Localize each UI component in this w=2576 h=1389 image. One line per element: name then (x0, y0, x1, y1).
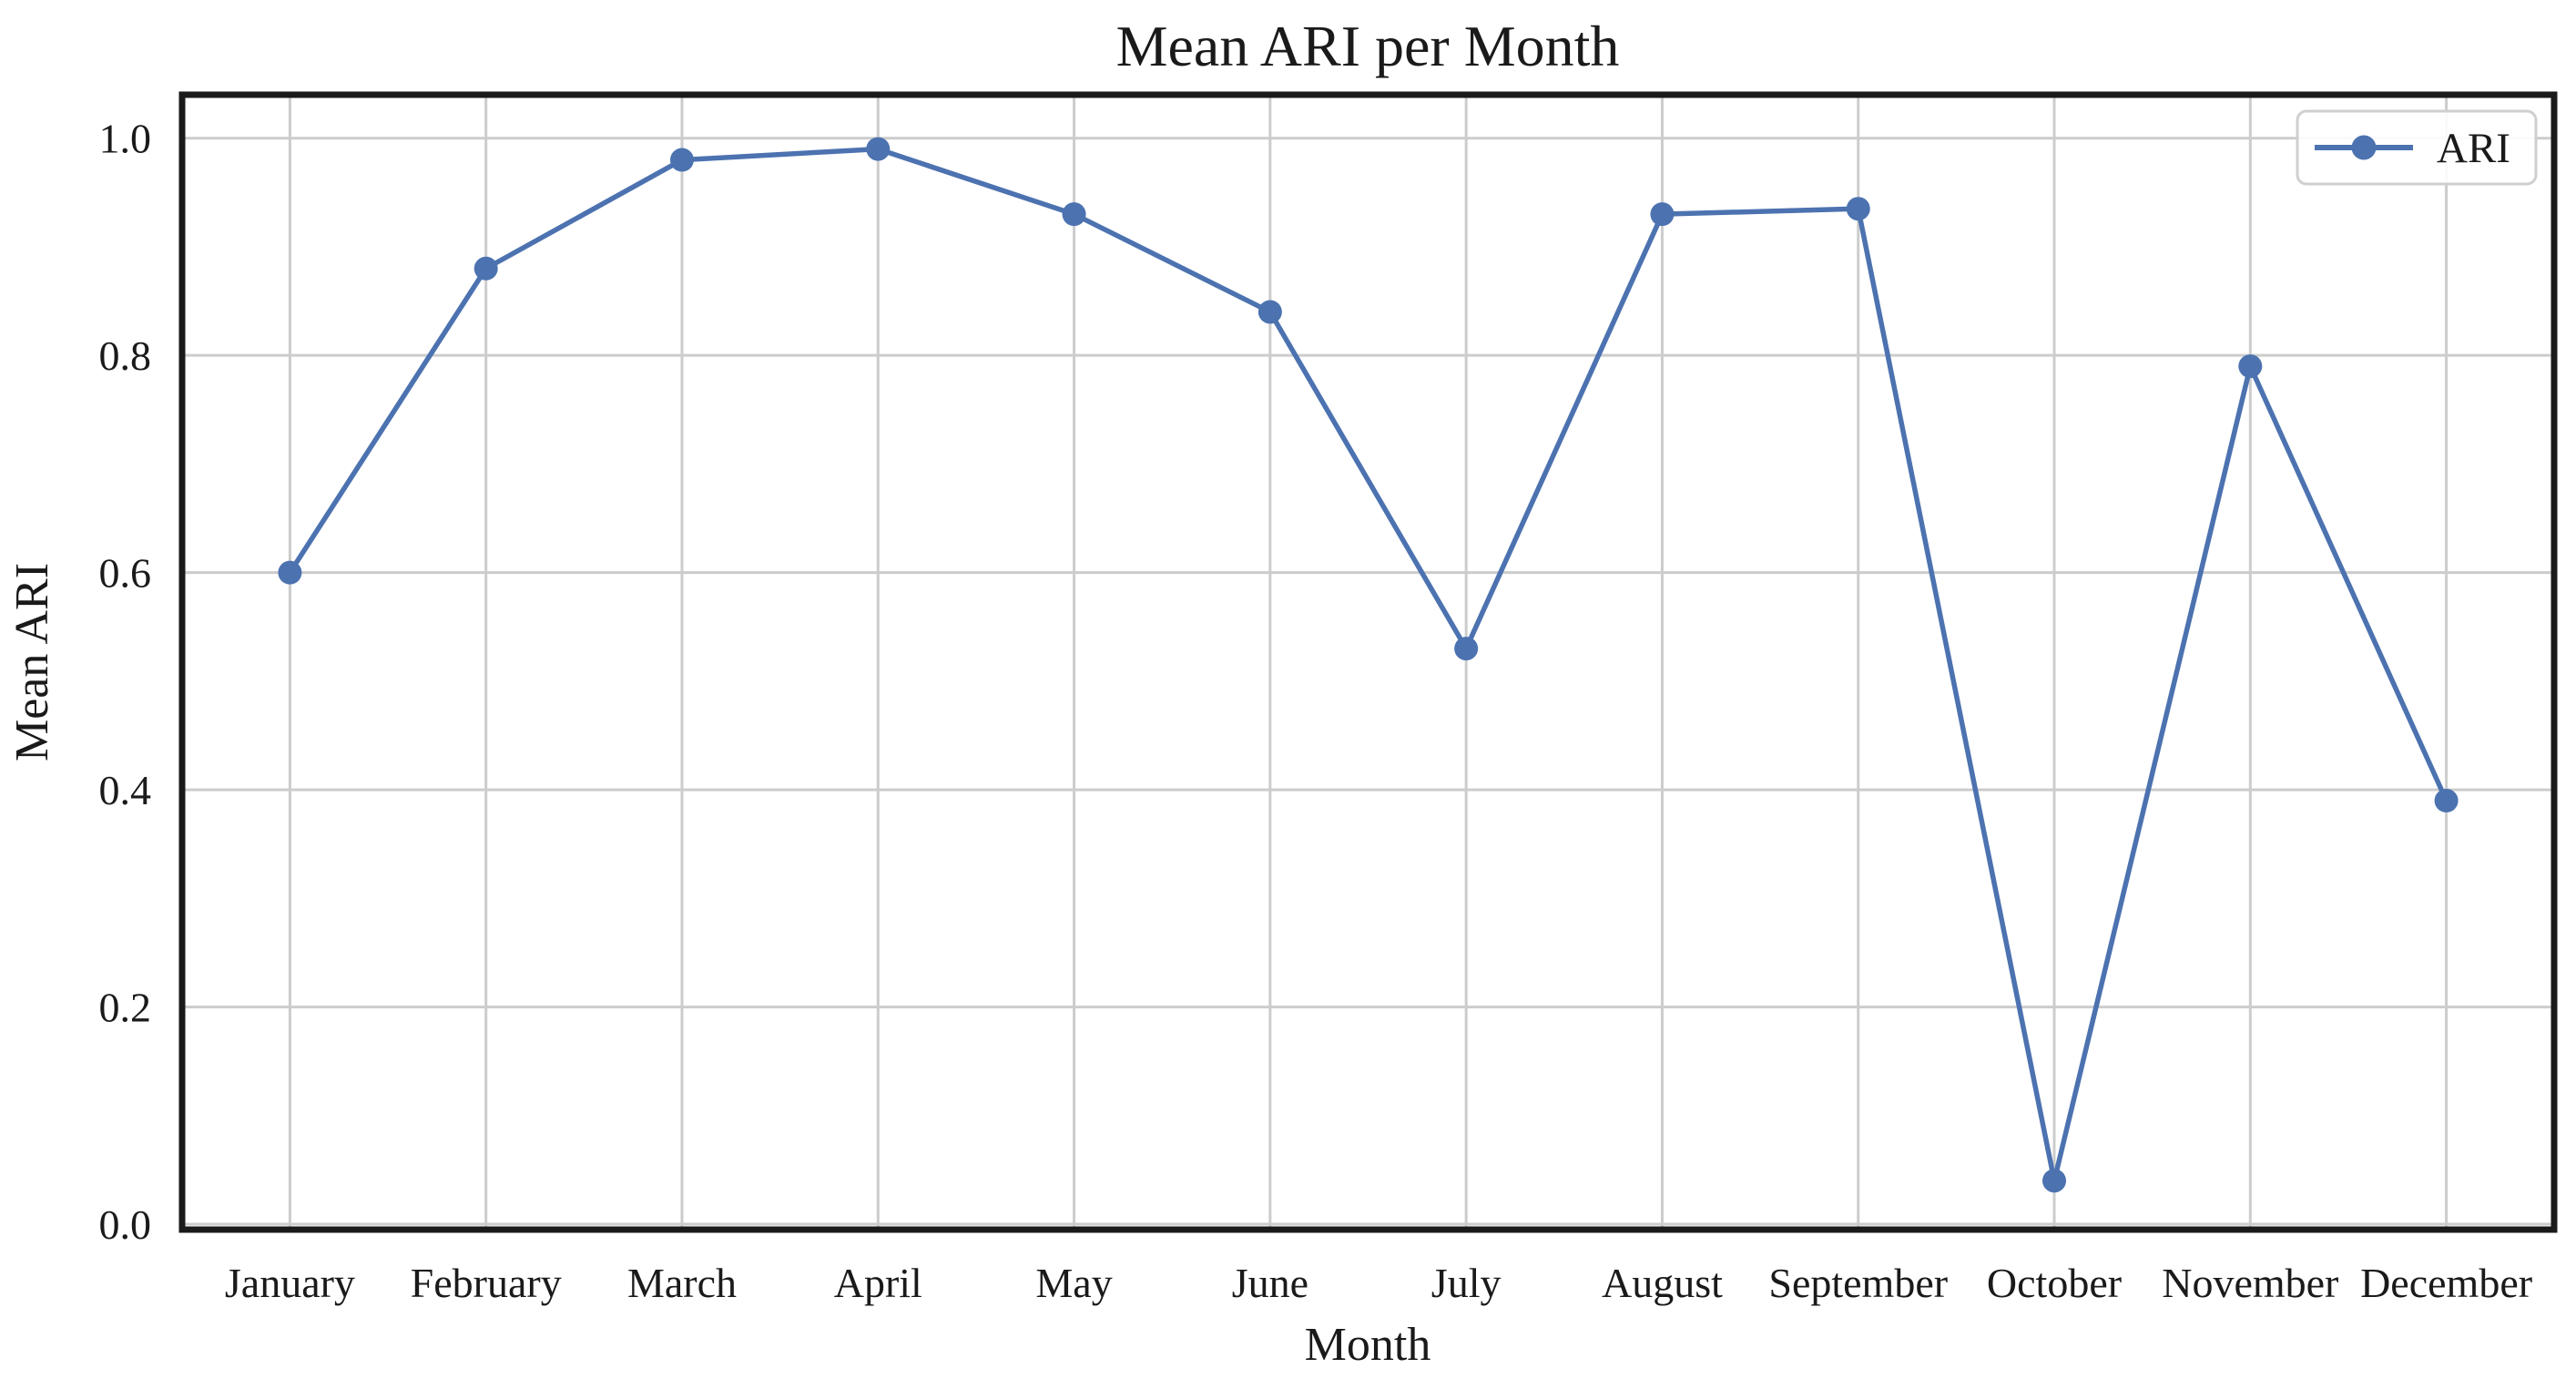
data-point-marker-august (1650, 202, 1675, 227)
data-point-marker-february (473, 256, 498, 281)
legend-marker-icon (2351, 135, 2377, 160)
y-tick-label: 0.0 (99, 1201, 152, 1248)
x-tick-label: April (834, 1260, 922, 1306)
tick-labels: 0.0 0.2 0.4 0.6 0.8 1.0 January February March Ap… (99, 116, 2533, 1306)
data-point-marker-september (1846, 197, 1870, 221)
gridlines (182, 95, 2554, 1230)
x-tick-label: July (1431, 1260, 1502, 1306)
ari-series (278, 137, 2459, 1193)
y-axis-label: Mean ARI (6, 563, 58, 761)
x-tick-label: June (1232, 1260, 1308, 1306)
data-point-marker-may (1062, 202, 1086, 227)
legend: ARI (2296, 109, 2538, 186)
x-tick-label: December (2360, 1260, 2532, 1306)
chart-title: Mean ARI per Month (1116, 14, 1620, 78)
series-line-ari (287, 146, 2449, 1184)
x-tick-label: November (2162, 1260, 2338, 1306)
x-tick-label: September (1768, 1260, 1948, 1306)
data-point-marker-december (2434, 789, 2459, 813)
legend-entry-label: ARI (2437, 125, 2510, 172)
data-point-marker-april (866, 137, 891, 161)
x-tick-label: October (1987, 1260, 2122, 1306)
x-tick-label: January (225, 1260, 355, 1306)
y-tick-label: 0.8 (99, 332, 152, 379)
data-point-marker-october (2042, 1169, 2067, 1193)
legend-box (2296, 109, 2538, 186)
data-point-marker-january (278, 560, 302, 585)
data-point-marker-march (669, 148, 694, 172)
data-point-marker-june (1257, 300, 1282, 324)
x-axis-label: Month (1305, 1319, 1431, 1371)
x-tick-label: August (1602, 1260, 1723, 1306)
y-tick-label: 0.2 (99, 985, 152, 1031)
plot-area-border (178, 91, 2558, 1233)
y-tick-label: 1.0 (99, 116, 152, 162)
data-point-marker-july (1454, 637, 1479, 661)
x-tick-label: February (411, 1260, 562, 1306)
x-tick-label: May (1035, 1260, 1112, 1306)
x-tick-label: March (627, 1260, 737, 1306)
y-tick-label: 0.6 (99, 550, 152, 597)
y-tick-label: 0.4 (99, 767, 152, 813)
data-point-marker-november (2238, 354, 2263, 379)
